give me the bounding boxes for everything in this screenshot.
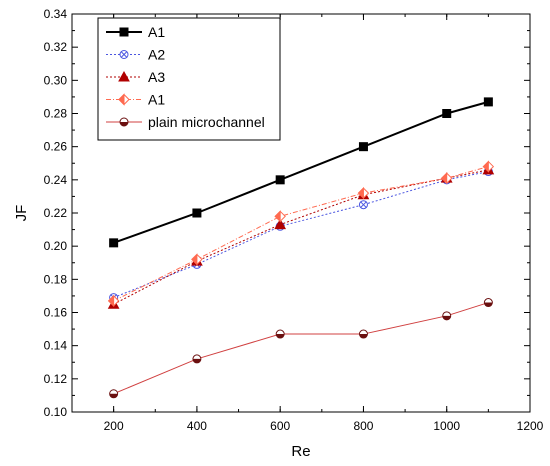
y-tick-label: 0.26 xyxy=(44,140,68,154)
series-line xyxy=(113,169,489,305)
legend-label: A3 xyxy=(148,69,165,85)
y-tick-label: 0.12 xyxy=(44,372,68,386)
x-axis-title: Re xyxy=(291,443,310,460)
y-tick-label: 0.20 xyxy=(44,239,68,253)
x-tick-label: 1000 xyxy=(433,419,460,433)
legend-label: A1 xyxy=(148,92,165,108)
data-point xyxy=(358,142,368,152)
data-point xyxy=(442,311,452,321)
data-point xyxy=(109,389,119,399)
data-point xyxy=(358,329,368,339)
y-tick-label: 0.22 xyxy=(44,206,68,220)
legend-item: A3 xyxy=(106,69,165,85)
y-tick-label: 0.28 xyxy=(44,107,68,121)
x-tick-label: 400 xyxy=(187,419,207,433)
y-tick-label: 0.34 xyxy=(44,7,68,21)
series-0 xyxy=(109,97,493,248)
series-1 xyxy=(109,167,493,303)
series-2 xyxy=(107,163,495,309)
legend-item: A2 xyxy=(106,47,165,63)
legend: A1 A2 A3 A1 plain microchannel xyxy=(97,17,281,141)
series-line xyxy=(113,100,489,244)
x-tick-label: 200 xyxy=(104,419,124,433)
legend-marker xyxy=(119,117,129,127)
data-point xyxy=(442,109,452,118)
data-point xyxy=(275,329,285,339)
legend-marker xyxy=(118,93,130,106)
legend-label: A1 xyxy=(148,24,165,40)
data-point xyxy=(191,253,203,266)
legend-item: A1 xyxy=(106,92,165,108)
data-point xyxy=(275,175,285,185)
data-point xyxy=(109,238,119,248)
x-tick-label: 600 xyxy=(270,419,290,433)
data-point xyxy=(357,186,370,200)
y-tick-label: 0.14 xyxy=(44,339,68,353)
x-tick-label: 1200 xyxy=(517,419,544,433)
legend-marker xyxy=(118,70,130,82)
series-3 xyxy=(107,160,495,308)
legend-marker xyxy=(119,50,129,59)
series-4 xyxy=(109,298,493,399)
y-axis-title: JF xyxy=(13,205,30,222)
y-tick-label: 0.24 xyxy=(44,173,68,187)
data-point xyxy=(483,298,493,308)
series-line xyxy=(113,171,489,299)
legend-label: A2 xyxy=(148,47,165,63)
data-point xyxy=(192,354,202,364)
x-tick-label: 800 xyxy=(353,419,373,433)
data-point xyxy=(107,294,120,308)
y-tick-label: 0.10 xyxy=(44,405,68,419)
series-line xyxy=(113,166,489,302)
data-point xyxy=(358,200,368,210)
data-point xyxy=(483,97,493,107)
y-tick-label: 0.32 xyxy=(44,40,68,54)
data-point xyxy=(441,171,453,185)
data-point xyxy=(274,218,287,230)
data-point xyxy=(274,210,286,223)
y-tick-label: 0.30 xyxy=(44,73,68,87)
y-tick-label: 0.16 xyxy=(44,306,68,320)
legend-item: plain microchannel xyxy=(106,114,265,130)
legend-marker xyxy=(119,27,129,37)
legend-label: plain microchannel xyxy=(148,114,265,130)
data-point xyxy=(482,160,495,173)
series-line xyxy=(113,302,489,395)
data-point xyxy=(192,208,202,218)
y-tick-label: 0.18 xyxy=(44,272,68,286)
legend-item: A1 xyxy=(106,24,165,40)
